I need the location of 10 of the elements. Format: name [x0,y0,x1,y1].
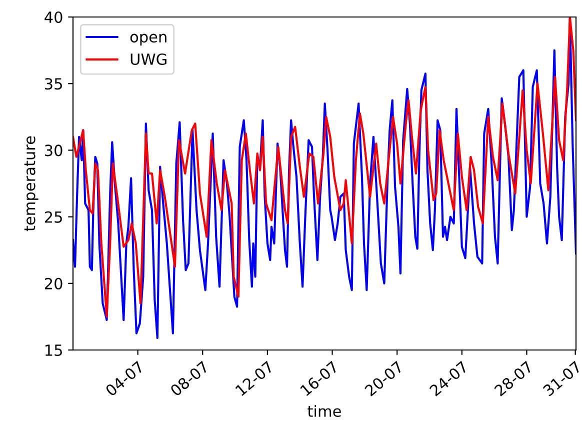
y-tick-label: 20 [44,278,62,290]
y-tick-label: 40 [44,11,62,24]
y-axis-title: temperature [24,136,38,232]
x-axis-title: time [308,405,341,417]
legend-label: open [130,34,166,46]
y-tick-label: 35 [45,78,62,90]
y-tick-label: 30 [45,144,62,156]
legend-label: UWG [130,53,166,65]
y-tick-label: 15 [46,344,62,356]
y-tick-label: 25 [44,211,62,223]
